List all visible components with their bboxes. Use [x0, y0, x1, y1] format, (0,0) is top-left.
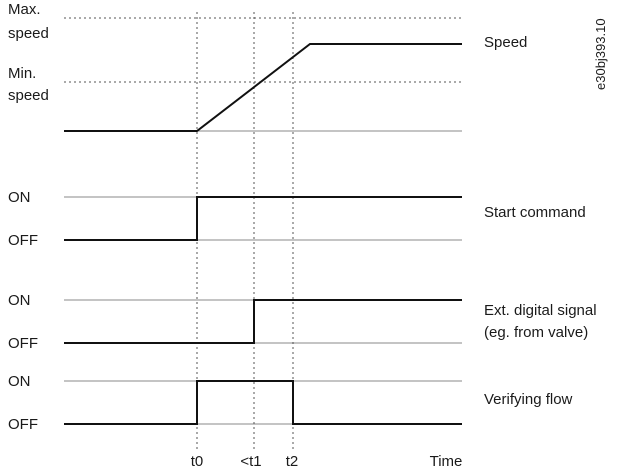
start-off-label: OFF	[8, 232, 38, 249]
ext-off-label: OFF	[8, 335, 38, 352]
t2-label: t2	[286, 453, 299, 470]
t1-label: <t1	[240, 453, 261, 470]
ext-on-label: ON	[8, 292, 31, 309]
ext-digital-signal-trace	[64, 299, 462, 344]
document-id: e30bj393.10	[593, 18, 608, 90]
verifying-flow-label: Verifying flow	[484, 391, 573, 408]
flow-off-label: OFF	[8, 416, 38, 433]
time-axis-label: Time	[430, 453, 463, 470]
flow-on-label: ON	[8, 373, 31, 390]
speed-trace-label: Speed	[484, 34, 527, 51]
verifying-flow-trace	[64, 380, 462, 425]
ext-digital-signal-label: Ext. digital signal	[484, 302, 597, 319]
max-speed-label-2: speed	[8, 25, 49, 42]
ext-digital-signal-sublabel: (eg. from valve)	[484, 324, 588, 341]
t0-label: t0	[191, 453, 204, 470]
start-on-label: ON	[8, 189, 31, 206]
speed-trace	[64, 43, 462, 132]
min-speed-label-2: speed	[8, 87, 49, 104]
min-speed-label-1: Min.	[8, 65, 36, 82]
start-command-trace	[64, 196, 462, 241]
max-speed-label-1: Max.	[8, 1, 41, 18]
start-command-label: Start command	[484, 204, 586, 221]
